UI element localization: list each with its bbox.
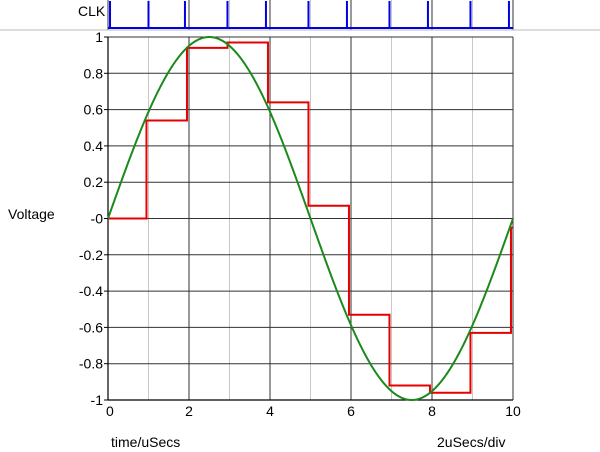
- x-tick-label: 2: [185, 403, 193, 419]
- sine-wave-line: [107, 35, 514, 402]
- x-tick-label: 8: [428, 403, 436, 419]
- tick-labels: 1 0.8 0.6 0.4 0.2 -0 -0.2 -0.4 -0.6 -0.8 -10 2 4 6 8 10: [79, 29, 521, 419]
- x-scale-note: 2uSecs/div: [437, 434, 506, 450]
- y-tick-label: -1: [91, 392, 104, 408]
- clock-track: CLK: [0, 1, 600, 31]
- y-tick-label: -0: [91, 211, 104, 227]
- x-tick-label: 0: [106, 403, 114, 419]
- y-axis-label: Voltage: [8, 206, 55, 222]
- x-tick-label: 6: [347, 403, 355, 419]
- x-tick-label: 10: [505, 403, 521, 419]
- x-tick-label: 4: [266, 403, 274, 419]
- y-tick-label: -0.4: [79, 283, 103, 299]
- y-tick-label: 0.6: [84, 102, 104, 118]
- y-tick-label: 0.8: [84, 65, 104, 81]
- grid: [107, 0, 514, 401]
- y-tick-label: -0.8: [79, 356, 103, 372]
- y-tick-label: 1: [95, 29, 103, 45]
- y-tick-label: 0.2: [84, 174, 104, 190]
- x-axis-label: time/uSecs: [111, 434, 181, 450]
- series: [107, 35, 514, 402]
- y-tick-label: -0.6: [79, 319, 103, 335]
- clock-label: CLK: [78, 3, 106, 19]
- y-tick-label: -0.2: [79, 247, 103, 263]
- y-tick-label: 0.4: [84, 138, 104, 154]
- sampled-step-line: [108, 41, 513, 394]
